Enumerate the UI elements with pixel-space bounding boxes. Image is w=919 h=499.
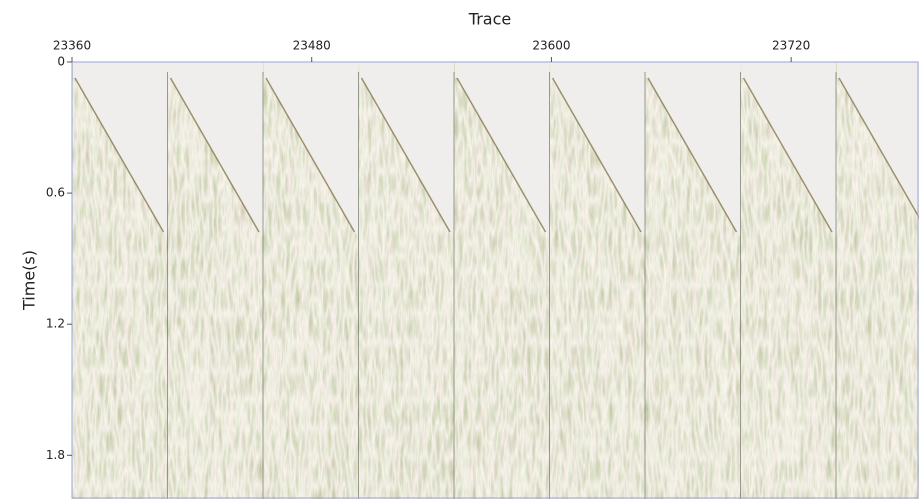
y-tick-label: 1.2 (46, 317, 65, 331)
y-tick-label: 1.8 (46, 448, 65, 462)
x-tick-label: 23600 (532, 39, 570, 53)
x-axis-label: Trace (468, 10, 511, 29)
chart: Trace Time(s) 23360 23480 23600 23720 0 0.6 1.… (0, 0, 919, 499)
x-tick-label: 23480 (293, 39, 331, 53)
x-tick-label: 23720 (772, 39, 810, 53)
x-tick-label: 23360 (53, 39, 91, 53)
y-axis-label: Time(s) (20, 250, 39, 311)
page: Trace Time(s) 23360 23480 23600 23720 0 0.6 1.… (0, 0, 919, 499)
y-tick-label: 0 (57, 55, 65, 69)
y-tick-label: 0.6 (46, 186, 65, 200)
seismic-image (72, 62, 919, 499)
